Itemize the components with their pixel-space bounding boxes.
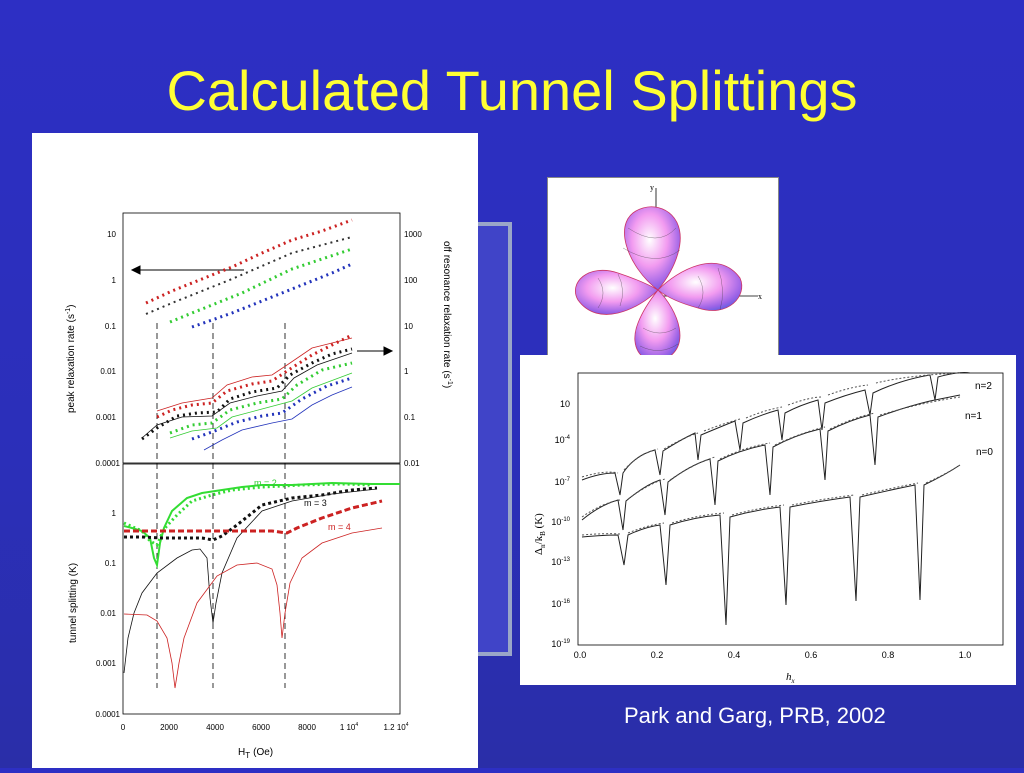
bottom-x-ticks: 0 2000 4000 6000 8000 1 104 1.2 104 [121,722,409,732]
curve-label-n1: n=1 [965,411,982,422]
bottom-ylabel: tunnel splitting (K) [68,563,79,643]
series-label-m2: m = 2 [254,478,277,488]
slide-title: Calculated Tunnel Splittings [166,59,858,122]
tick-label: 0.1 [105,559,117,568]
tick-label: 10 [107,230,116,239]
axis-label-y: y [650,183,654,192]
tick-label: 0.6 [805,650,818,660]
top-arrows [130,265,394,356]
top-right-ylabel: off resonance relaxation rate (s-1) [441,241,453,388]
curve-n0 [581,464,961,626]
bottom-left-ticks: 1 0.1 0.01 0.001 0.0001 [96,509,121,719]
bottom-series-labels: m = 2 m = 3 m = 4 [254,478,351,532]
tick-label: 0.0 [574,650,587,660]
tick-label: 10 [404,322,413,331]
bottom-plot-frame [122,463,401,715]
tick-label: 0.0001 [96,710,121,719]
right-ylabel: Δn/kB (K) [533,513,547,555]
tick-label: 0.01 [100,367,116,376]
tick-label: 4000 [206,723,224,732]
tick-label: 10-16 [551,599,570,609]
tick-label: 10-19 [551,639,570,649]
tick-label: 10-7 [555,477,571,487]
top-plot-frame [122,212,401,464]
tick-label: 10-10 [551,517,570,527]
tick-label: 0.001 [96,413,117,422]
tick-label: 10-13 [551,557,570,567]
tick-label: 8000 [298,723,316,732]
tick-label: 0.2 [651,650,664,660]
tick-label: 0.01 [404,459,420,468]
left-figure-svg: 10 1 0.1 0.01 0.001 0.0001 1000 100 10 1… [65,212,453,760]
tick-label: 0.1 [105,322,117,331]
top-right-ticks: 1000 100 10 1 0.1 0.01 [404,230,422,468]
tick-label: 10-4 [555,435,571,445]
tick-label: 1 [404,367,409,376]
right-plot-frame [577,372,1004,646]
curve-labels: n=2 n=1 n=0 [965,381,993,458]
tick-label: 0 [121,723,126,732]
tick-label: 1000 [404,230,422,239]
right-xlabel: hx [786,671,796,685]
tick-label: 2000 [160,723,178,732]
tick-label: 1 [112,276,117,285]
background-frame [476,222,512,656]
curve-label-n0: n=0 [976,447,993,458]
right-y-ticks: 10 10-4 10-7 10-10 10-13 10-16 10-19 [551,399,570,649]
series-label-m4: m = 4 [328,522,351,532]
tick-label: 0.8 [882,650,895,660]
top-left-ticks: 10 1 0.1 0.01 0.001 0.0001 [96,230,121,468]
tick-label: 1 [112,509,117,518]
tick-label: 10 [560,399,570,409]
energy-surface-lobes [575,206,742,362]
right-figure: 10 10-4 10-7 10-10 10-13 10-16 10-19 Δn/… [520,355,1016,685]
curve-n2 [581,372,971,496]
resonance-dashed-lines [156,323,286,688]
energy-surface-svg: y x [575,183,762,362]
tick-label: 0.4 [728,650,741,660]
tick-label: 1 104 [340,722,359,732]
tick-label: 6000 [252,723,270,732]
top-left-ylabel: peak relaxation rate (s-1) [65,304,77,413]
tick-label: 0.1 [404,413,416,422]
curve-n1 [581,394,961,531]
top-series-upper [145,218,353,329]
tick-label: 0.0001 [96,459,121,468]
curve-label-n2: n=2 [975,381,992,392]
figure-citation: Park and Garg, PRB, 2002 [624,703,886,728]
tick-label: 0.001 [96,659,117,668]
left-figure: 10 1 0.1 0.01 0.001 0.0001 1000 100 10 1… [32,133,478,768]
axis-label-x: x [758,292,762,301]
bottom-xlabel: HT (Oe) [238,747,273,760]
tick-label: 1.2 104 [383,722,408,732]
right-x-ticks: 0.0 0.2 0.4 0.6 0.8 1.0 [574,650,972,660]
bottom-curves [123,481,400,689]
tick-label: 100 [404,276,418,285]
energy-surface-figure: y x [547,177,779,369]
tick-label: 1.0 [959,650,972,660]
top-series-lower [141,333,353,451]
tick-label: 0.01 [100,609,116,618]
series-label-m3: m = 3 [304,498,327,508]
right-figure-svg: 10 10-4 10-7 10-10 10-13 10-16 10-19 Δn/… [533,372,1004,685]
